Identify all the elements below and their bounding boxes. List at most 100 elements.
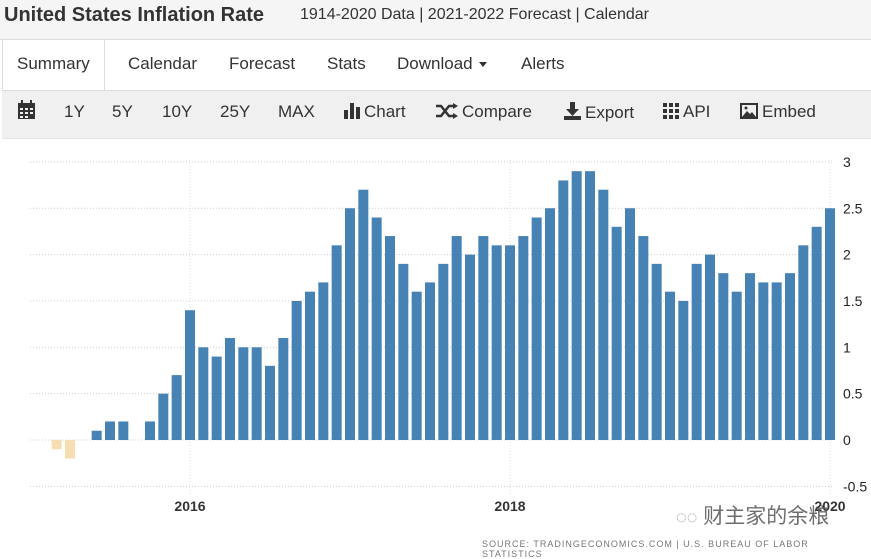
tab-forecast[interactable]: Forecast (229, 54, 296, 73)
bar[interactable] (638, 236, 649, 440)
bar[interactable] (518, 236, 529, 440)
bar[interactable] (451, 236, 462, 440)
bar[interactable] (771, 282, 782, 440)
bar[interactable] (678, 300, 689, 440)
bar[interactable] (718, 273, 729, 440)
bar[interactable] (691, 263, 702, 440)
page-header: United States Inflation Rate 1914-2020 D… (0, 0, 871, 40)
range-10y-button[interactable]: 10Y (162, 102, 193, 121)
bar[interactable] (585, 171, 595, 441)
bar[interactable] (318, 282, 329, 440)
export-button[interactable]: Export (564, 102, 634, 123)
y-tick-label: 0.5 (843, 386, 863, 402)
watermark-text: 财主家的余粮 (703, 505, 830, 528)
bar[interactable] (358, 189, 369, 440)
bar[interactable] (331, 245, 342, 440)
bar[interactable] (238, 347, 249, 440)
bar[interactable] (505, 245, 515, 440)
bar[interactable] (611, 226, 622, 440)
bar[interactable] (105, 421, 115, 440)
y-tick-label: 1.5 (843, 293, 863, 309)
bar[interactable] (705, 254, 715, 440)
bar[interactable] (345, 208, 355, 440)
bar[interactable] (278, 338, 289, 440)
bar[interactable] (785, 273, 795, 440)
shuffle-icon (436, 103, 458, 119)
bar[interactable] (171, 375, 182, 440)
bar[interactable] (478, 236, 489, 440)
bar[interactable] (65, 440, 75, 459)
embed-label: Embed (762, 102, 816, 121)
tab-download[interactable]: Download (397, 54, 487, 74)
api-button[interactable]: API (663, 102, 710, 122)
tab-bar: Summary Calendar Forecast Stats Download… (0, 39, 871, 91)
bar[interactable] (411, 291, 422, 440)
tab-summary[interactable]: Summary (2, 40, 105, 90)
bar[interactable] (265, 365, 275, 440)
y-tick-label: 3 (843, 154, 851, 170)
range-1y-button[interactable]: 1Y (64, 102, 85, 121)
bar[interactable] (185, 310, 195, 440)
range-5y-button[interactable]: 5Y (112, 102, 133, 121)
bar[interactable] (665, 291, 675, 440)
bar[interactable] (825, 208, 835, 440)
bar[interactable] (745, 273, 755, 440)
bar[interactable] (758, 282, 769, 440)
bar[interactable] (558, 180, 569, 440)
source-text: SOURCE: TRADINGECONOMICS.COM | U.S. BURE… (482, 539, 809, 559)
y-tick-label: 2.5 (843, 200, 863, 216)
range-25y-button[interactable]: 25Y (220, 102, 251, 121)
bar[interactable] (398, 263, 409, 440)
chart-button[interactable]: Chart (344, 102, 406, 122)
compare-label: Compare (462, 102, 532, 121)
tab-calendar[interactable]: Calendar (128, 54, 197, 73)
bar[interactable] (598, 189, 609, 440)
bar[interactable] (798, 245, 809, 440)
bar[interactable] (158, 393, 169, 440)
page-subtitle[interactable]: 1914-2020 Data | 2021-2022 Forecast | Ca… (300, 6, 649, 23)
bar[interactable] (425, 282, 435, 440)
bar[interactable] (211, 356, 222, 440)
bar[interactable] (465, 254, 475, 440)
bar[interactable] (251, 347, 262, 440)
api-label: API (683, 102, 711, 121)
x-tick-label: 2016 (174, 498, 205, 514)
grid-icon (663, 103, 679, 119)
bar[interactable] (571, 171, 582, 441)
y-tick-label: -0.5 (843, 478, 867, 494)
x-tick-label: 2020 (814, 498, 845, 514)
bar[interactable] (91, 430, 102, 440)
bar[interactable] (731, 291, 742, 440)
image-icon (740, 103, 758, 119)
bar[interactable] (625, 208, 635, 440)
bar[interactable] (51, 440, 62, 450)
bar[interactable] (225, 338, 235, 440)
calendar-icon[interactable] (18, 100, 39, 122)
bar[interactable] (118, 421, 129, 440)
compare-button[interactable]: Compare (436, 102, 532, 122)
chart-toolbar: 1Y 5Y 10Y 25Y MAX Chart Compare Export A… (2, 90, 871, 139)
bar[interactable] (438, 263, 449, 440)
range-max-button[interactable]: MAX (278, 102, 315, 121)
bar[interactable] (371, 217, 382, 440)
tab-stats[interactable]: Stats (327, 54, 366, 73)
bar[interactable] (491, 245, 502, 440)
bar[interactable] (811, 226, 822, 440)
download-icon (564, 102, 581, 120)
bar[interactable] (545, 208, 555, 440)
tab-alerts[interactable]: Alerts (521, 54, 565, 73)
wechat-icon: ◌◌ (676, 507, 698, 527)
bar[interactable] (305, 291, 315, 440)
embed-button[interactable]: Embed (740, 102, 816, 122)
bar[interactable] (145, 421, 155, 440)
y-tick-label: 2 (843, 247, 851, 263)
bar[interactable] (531, 217, 542, 440)
bar[interactable] (385, 236, 395, 440)
y-tick-label: 1 (843, 339, 851, 355)
page-title: United States Inflation Rate (4, 4, 265, 26)
bar[interactable] (291, 300, 302, 440)
bar[interactable] (651, 263, 662, 440)
chart-label: Chart (364, 102, 406, 121)
bar[interactable] (198, 347, 209, 440)
bar-chart-icon (344, 103, 360, 119)
